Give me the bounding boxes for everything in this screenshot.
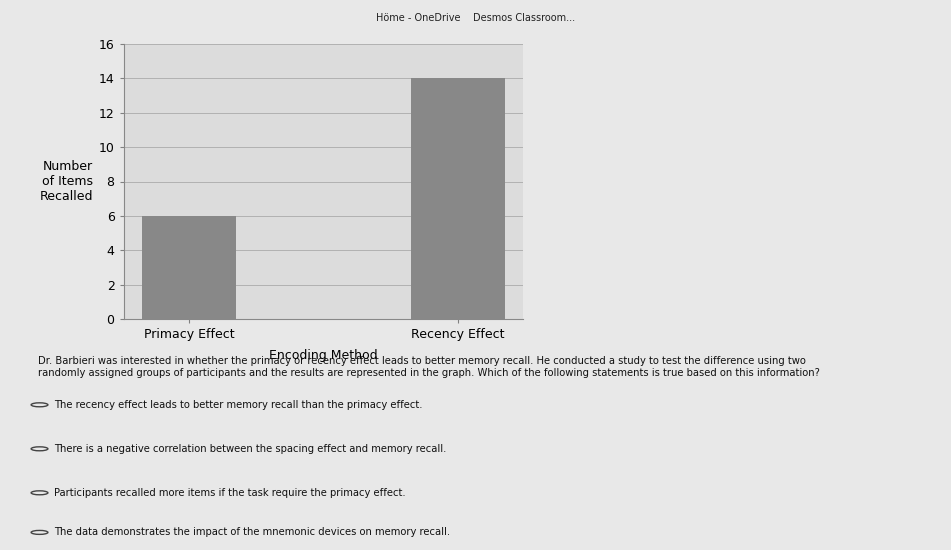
Bar: [411, 79, 505, 319]
Y-axis label: Number
of Items
Recalled: Number of Items Recalled: [40, 160, 93, 203]
Text: The recency effect leads to better memory recall than the primacy effect.: The recency effect leads to better memor…: [54, 400, 423, 410]
Text: Dr. Barbieri was interested in whether the primacy or recency effect leads to be: Dr. Barbieri was interested in whether t…: [38, 356, 820, 378]
Text: Participants recalled more items if the task require the primacy effect.: Participants recalled more items if the …: [54, 488, 406, 498]
Text: There is a negative correlation between the spacing effect and memory recall.: There is a negative correlation between …: [54, 444, 447, 454]
Bar: [142, 216, 236, 319]
X-axis label: Encoding Method: Encoding Method: [269, 349, 378, 362]
Text: The data demonstrates the impact of the mnemonic devices on memory recall.: The data demonstrates the impact of the …: [54, 527, 451, 537]
Text: Höme - OneDrive    Desmos Classroom...: Höme - OneDrive Desmos Classroom...: [376, 13, 575, 23]
